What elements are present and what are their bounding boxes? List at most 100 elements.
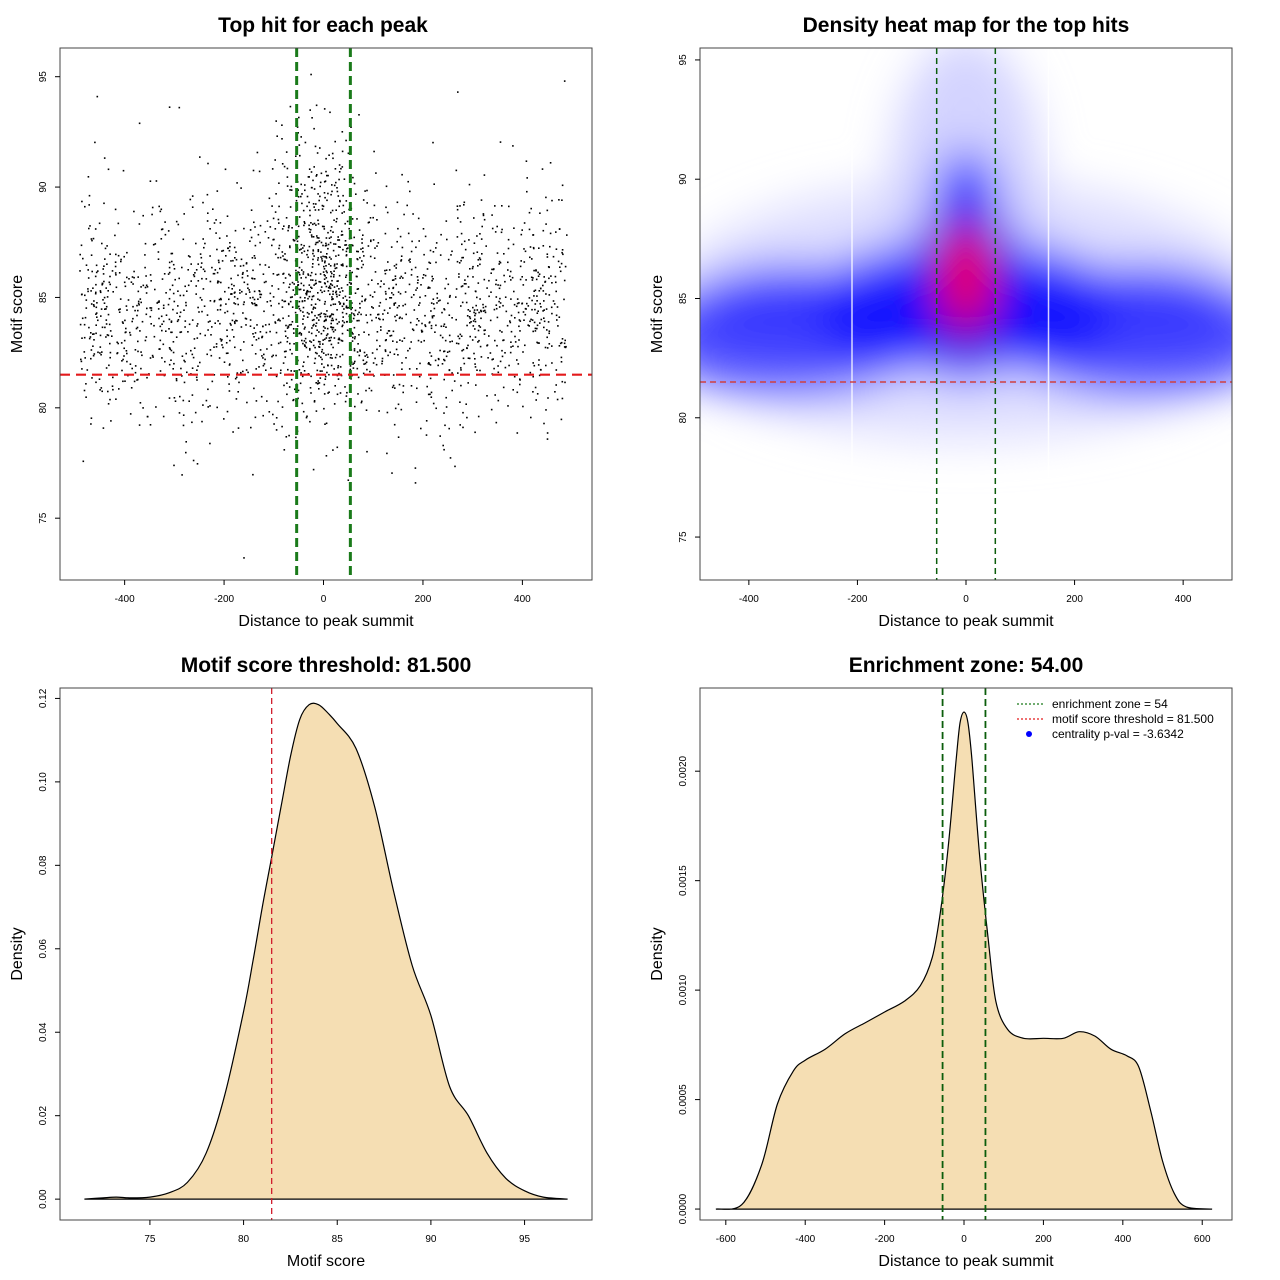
scatter-point [298,300,301,303]
scatter-point [471,339,474,341]
scatter-point [173,397,176,399]
scatter-point [320,256,322,258]
scatter-point [165,330,167,332]
scatter-point [323,366,325,369]
scatter-point [187,331,189,333]
scatter-point [173,464,175,467]
scatter-point [394,302,397,304]
scatter-point [81,337,83,339]
scatter-point [199,361,201,364]
scatter-point [333,270,335,272]
scatter-point [207,212,209,214]
scatter-point [259,241,261,244]
scatter-point [235,319,237,322]
scatter-point [375,316,377,319]
scatter-point [319,181,322,184]
scatter-point [309,347,311,350]
scatter-point [333,263,336,266]
scatter-point [98,378,101,380]
scatter-point [153,324,155,327]
scatter-point [385,298,387,301]
scatter-point [399,277,401,279]
scatter-point [385,293,387,295]
scatter-point [350,312,353,314]
scatter-point [483,218,486,221]
scatter-point [460,367,462,369]
scatter-point [357,343,359,345]
scatter-point [537,275,540,277]
scatter-point [134,349,137,351]
scatter-point [488,279,490,282]
scatter-point [371,279,373,281]
scatter-point [259,263,261,266]
scatter-point [168,363,171,366]
scatter-point [134,365,137,367]
scatter-point [333,337,336,339]
scatter-point [300,261,303,263]
scatter-point [336,322,339,325]
scatter-point [265,280,267,283]
scatter-point [149,180,152,182]
scatter-point [497,371,500,374]
scatter-point [324,300,326,303]
scatter-point [256,151,259,154]
scatter-point [301,402,304,405]
scatter-point [218,298,221,301]
scatter-point [470,321,472,323]
scatter-point [332,231,334,233]
scatter-point [457,91,459,93]
scatter-point [340,287,343,289]
scatter-point [364,298,367,300]
scatter-point [88,337,91,340]
scatter-point [303,315,305,317]
scatter-point [523,248,525,250]
scatter-point [331,184,333,186]
scatter-point [337,195,340,197]
scatter-point [369,370,371,373]
scatter-point [83,389,86,392]
scatter-point [353,182,356,185]
scatter-point [552,300,555,302]
scatter-point [341,212,343,214]
scatter-point [328,285,331,287]
scatter-point [191,195,194,197]
scatter-point [161,228,164,230]
scatter-point [201,277,203,280]
scatter-point [331,209,334,212]
scatter-point [309,387,312,389]
scatter-point [351,331,353,334]
scatter-point [377,313,380,316]
scatter-point [336,446,339,449]
scatter-point [307,256,309,259]
scatter-point [459,401,461,403]
scatter-point [536,300,538,302]
scatter-point [252,269,254,272]
scatter-point [399,339,401,341]
distance-x-axis: -600 -400 -200 0 200 400 600 [716,1220,1211,1245]
scatter-point [362,263,364,266]
scatter-point [116,352,119,354]
scatter-point [321,348,324,351]
scatter-point [123,281,126,284]
scatter-point [516,359,518,361]
scatter-point [392,330,395,333]
scatter-point [246,283,249,286]
scatter-point [551,199,553,202]
scatter-point [346,247,348,250]
scatter-point [171,252,174,255]
scatter-point [405,357,407,359]
scatter-point [215,346,218,348]
scatter-point [312,179,314,182]
scatter-point [457,372,459,374]
scatter-point [542,284,544,287]
scatter-point [480,199,483,201]
scatter-point [474,366,477,368]
scatter-point [137,350,139,353]
scatter-point [463,240,466,243]
scatter-point [366,356,369,358]
scatter-point [407,180,409,183]
scatter-point [300,183,302,186]
scatter-point [108,323,111,326]
score-density-curve [84,702,568,1200]
scatter-point [311,319,314,322]
